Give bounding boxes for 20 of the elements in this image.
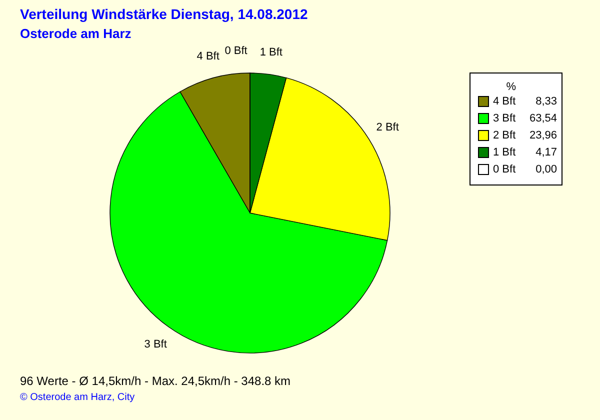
legend-label: 4 Bft — [493, 96, 516, 108]
data-label: 63,54 — [529, 112, 557, 124]
chart-subtitle: Osterode am Harz — [20, 26, 132, 41]
chart-title: Verteilung Windstärke Dienstag, 14.08.2012 — [20, 6, 308, 22]
legend-label: 3 Bft — [493, 112, 516, 124]
text: 0,00 — [536, 164, 557, 176]
data-label: 8,33 — [536, 96, 557, 108]
data-label: 4,17 — [536, 146, 557, 158]
slice-label: 2 Bft — [376, 121, 399, 134]
legend-title: % — [506, 81, 516, 93]
category-label: 0 Bft — [224, 45, 248, 57]
slice-label: 4 Bft — [196, 50, 220, 63]
data-label: 23,96 — [529, 130, 557, 142]
text: © Osterode am Harz, City — [20, 392, 136, 403]
text: 96 Werte - Ø 14,5km/h - Max. 24,5km/h - 348.8 km — [20, 374, 291, 388]
slice-label: 1 Bft — [260, 46, 282, 58]
legend-label: 0 Bft — [493, 164, 516, 176]
legend-label: 1 Bft — [493, 146, 516, 158]
slice-label: 3 Bft — [144, 338, 167, 351]
legend-label: 2 Bft — [493, 130, 516, 142]
